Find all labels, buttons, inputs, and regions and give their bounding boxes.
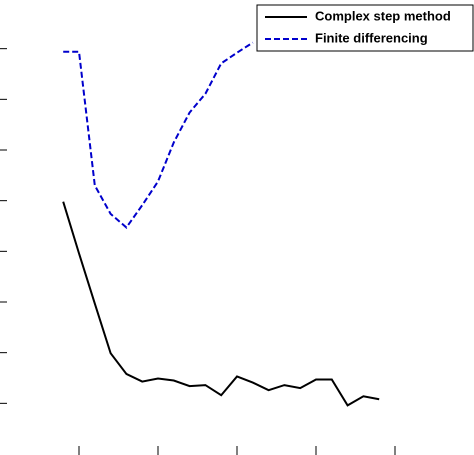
legend-label: Complex step method — [315, 8, 451, 23]
data-line — [63, 41, 254, 229]
legend-label: Finite differencing — [315, 30, 428, 45]
legend-box — [256, 4, 474, 52]
data-line — [62, 201, 380, 407]
